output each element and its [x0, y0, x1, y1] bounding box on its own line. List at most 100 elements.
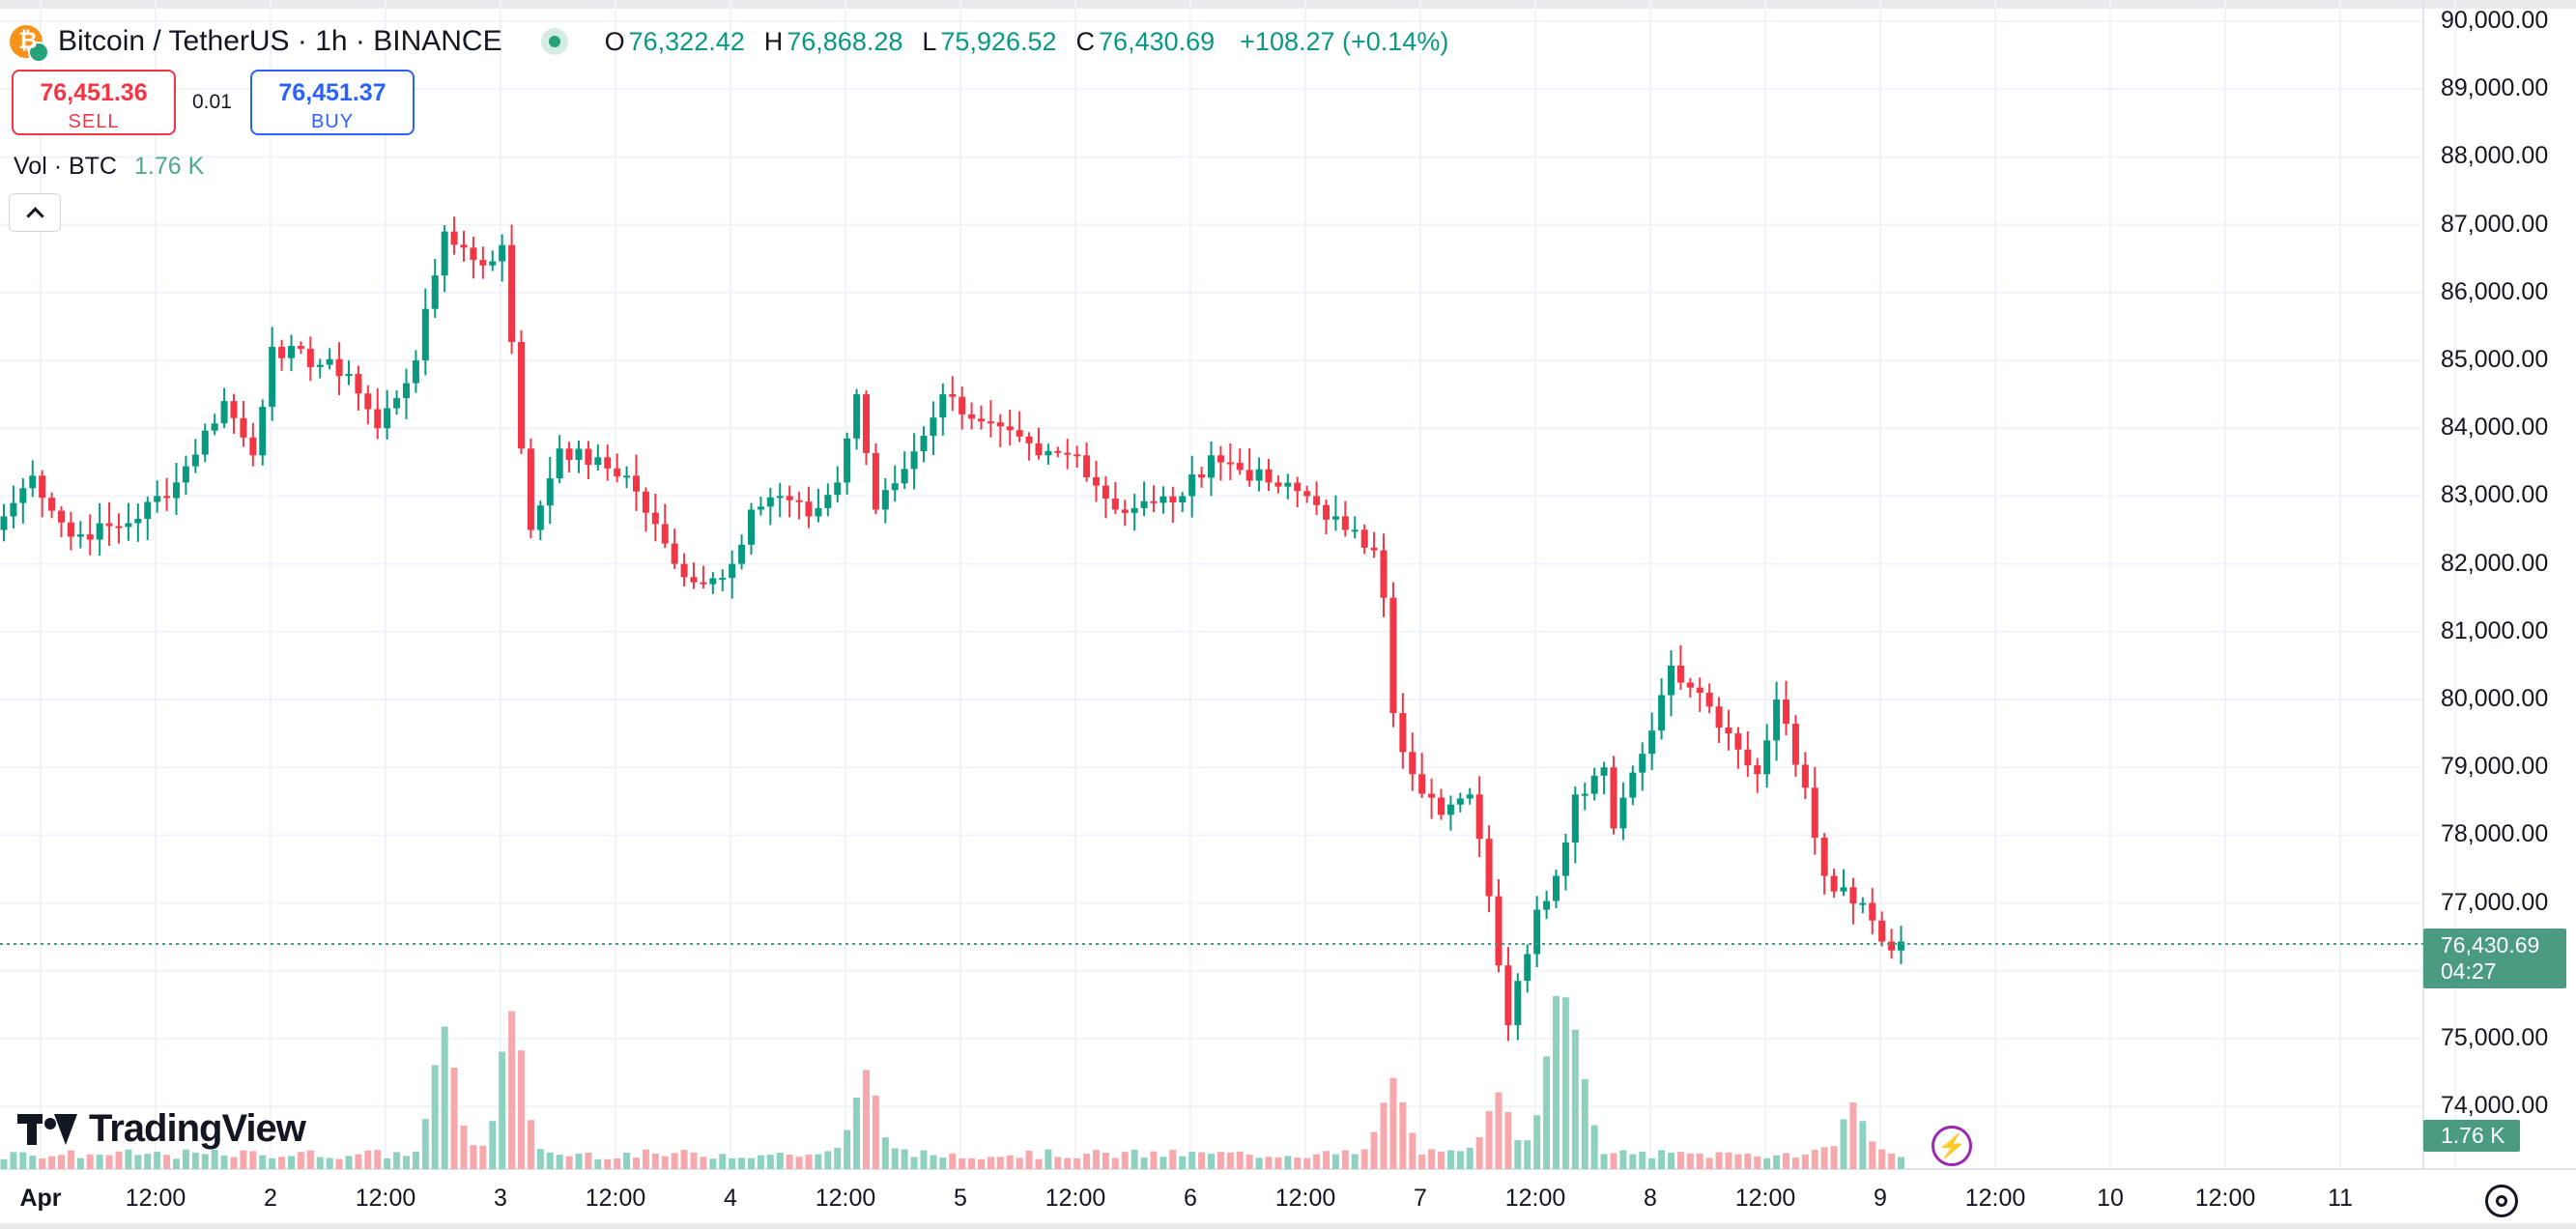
- candle-body: [795, 500, 803, 502]
- volume-bar: [786, 1155, 793, 1169]
- volume-bar: [575, 1153, 583, 1169]
- candle-body: [1676, 665, 1684, 683]
- sell-label: SELL: [68, 111, 120, 132]
- candle-body: [1323, 504, 1330, 520]
- volume-bar: [824, 1151, 832, 1169]
- candle-body: [29, 475, 37, 489]
- candle-body: [460, 244, 468, 248]
- candle-body: [719, 578, 727, 581]
- price-axis-label: 74,000.00: [2441, 1092, 2549, 1120]
- volume-bar: [1245, 1155, 1253, 1169]
- price-axis-label: 88,000.00: [2441, 142, 2549, 170]
- volume-bar: [594, 1158, 602, 1169]
- volume-bar: [1820, 1147, 1828, 1169]
- candle-body: [651, 512, 659, 525]
- candle-body: [1188, 474, 1196, 497]
- volume-bar: [1255, 1158, 1263, 1169]
- buy-label: BUY: [310, 111, 355, 132]
- volume-bar: [1619, 1150, 1627, 1169]
- volume-bar: [729, 1158, 736, 1169]
- settings-icon[interactable]: [2485, 1185, 2518, 1217]
- volume-bar: [1898, 1157, 1904, 1169]
- volume-bar: [1073, 1158, 1081, 1169]
- candle-body: [364, 393, 372, 410]
- candle-body: [1485, 839, 1493, 897]
- volume-bar: [978, 1158, 985, 1169]
- candle-body: [1131, 507, 1138, 513]
- volume-bar: [1131, 1149, 1138, 1169]
- candle-body: [556, 448, 563, 479]
- candle-body: [412, 360, 419, 384]
- candle-body: [335, 358, 343, 377]
- candle-body: [163, 496, 171, 499]
- time-axis-day-label: 11: [2328, 1185, 2353, 1212]
- collapse-legend-button[interactable]: [9, 193, 61, 232]
- price-axis-label: 90,000.00: [2441, 7, 2549, 34]
- candle-body: [1045, 450, 1052, 456]
- volume-bar: [1284, 1156, 1292, 1169]
- volume-bar: [1668, 1152, 1674, 1169]
- time-axis-time-label: 12:00: [355, 1185, 416, 1212]
- time-axis-time-label: 12:00: [2194, 1185, 2256, 1212]
- buy-button[interactable]: 76,451.37 BUY: [250, 70, 415, 135]
- bitcoin-icon: [10, 25, 49, 63]
- volume-bar: [881, 1137, 889, 1169]
- candle-body: [191, 454, 199, 467]
- candle-body: [604, 457, 612, 469]
- low-value: 75,926.52: [940, 26, 1057, 56]
- volume-bar: [680, 1150, 688, 1169]
- candle-body: [1715, 706, 1723, 729]
- time-axis-day-label: 2: [264, 1185, 277, 1212]
- candle-body: [1658, 695, 1666, 731]
- volume-bar: [901, 1149, 908, 1169]
- volume-bar: [1313, 1154, 1321, 1169]
- candle-body: [154, 496, 161, 502]
- volume-bar: [1840, 1119, 1847, 1169]
- candle-body: [1571, 794, 1579, 843]
- time-axis-day-label: 3: [494, 1185, 507, 1212]
- candle-body: [441, 231, 448, 276]
- candle-body: [987, 421, 994, 424]
- volume-bar: [1323, 1151, 1330, 1169]
- candle-body: [1446, 804, 1454, 815]
- candle-body: [1629, 772, 1637, 798]
- price-axis-label: 80,000.00: [2441, 685, 2549, 712]
- volume-bar: [1581, 1078, 1589, 1169]
- candle-body: [39, 475, 46, 499]
- volume-bar: [441, 1026, 448, 1169]
- volume-bar: [1111, 1158, 1119, 1169]
- sell-button[interactable]: 76,451.36 SELL: [12, 70, 176, 135]
- volume-bar: [1341, 1150, 1349, 1169]
- volume-bar: [431, 1065, 439, 1169]
- volume-bar: [959, 1158, 966, 1169]
- volume-bar: [987, 1157, 994, 1169]
- volume-bar: [556, 1155, 563, 1169]
- lightning-icon[interactable]: ⚡: [1932, 1126, 1972, 1166]
- volume-bar: [288, 1156, 295, 1169]
- bar-countdown: 04:27: [2441, 958, 2497, 984]
- volume-bar: [671, 1153, 678, 1169]
- volume-bar: [1869, 1141, 1876, 1169]
- volume-bar: [134, 1155, 142, 1169]
- candle-body: [776, 496, 784, 499]
- volume-bar: [1600, 1154, 1608, 1169]
- volume-bar: [1102, 1153, 1109, 1169]
- candle-body: [824, 495, 832, 508]
- candle-body: [1360, 529, 1368, 548]
- symbol-title[interactable]: Bitcoin / TetherUS · 1h · BINANCE: [58, 25, 502, 57]
- volume-bar: [536, 1149, 544, 1169]
- volume-bar: [1370, 1131, 1378, 1169]
- high-value: 76,868.28: [787, 26, 903, 56]
- tradingview-logo[interactable]: TradingView: [17, 1107, 306, 1151]
- candle-body: [671, 543, 678, 564]
- candle-body: [786, 496, 793, 500]
- price-axis-label: 79,000.00: [2441, 753, 2549, 781]
- volume-bar: [1016, 1158, 1023, 1169]
- candle-body: [978, 418, 985, 422]
- candle-body: [1725, 728, 1732, 734]
- candle-body: [1198, 474, 1206, 478]
- volume-legend[interactable]: Vol · BTC 1.76 K: [14, 153, 204, 181]
- candle-body: [1331, 516, 1339, 520]
- candle-body: [1898, 941, 1904, 951]
